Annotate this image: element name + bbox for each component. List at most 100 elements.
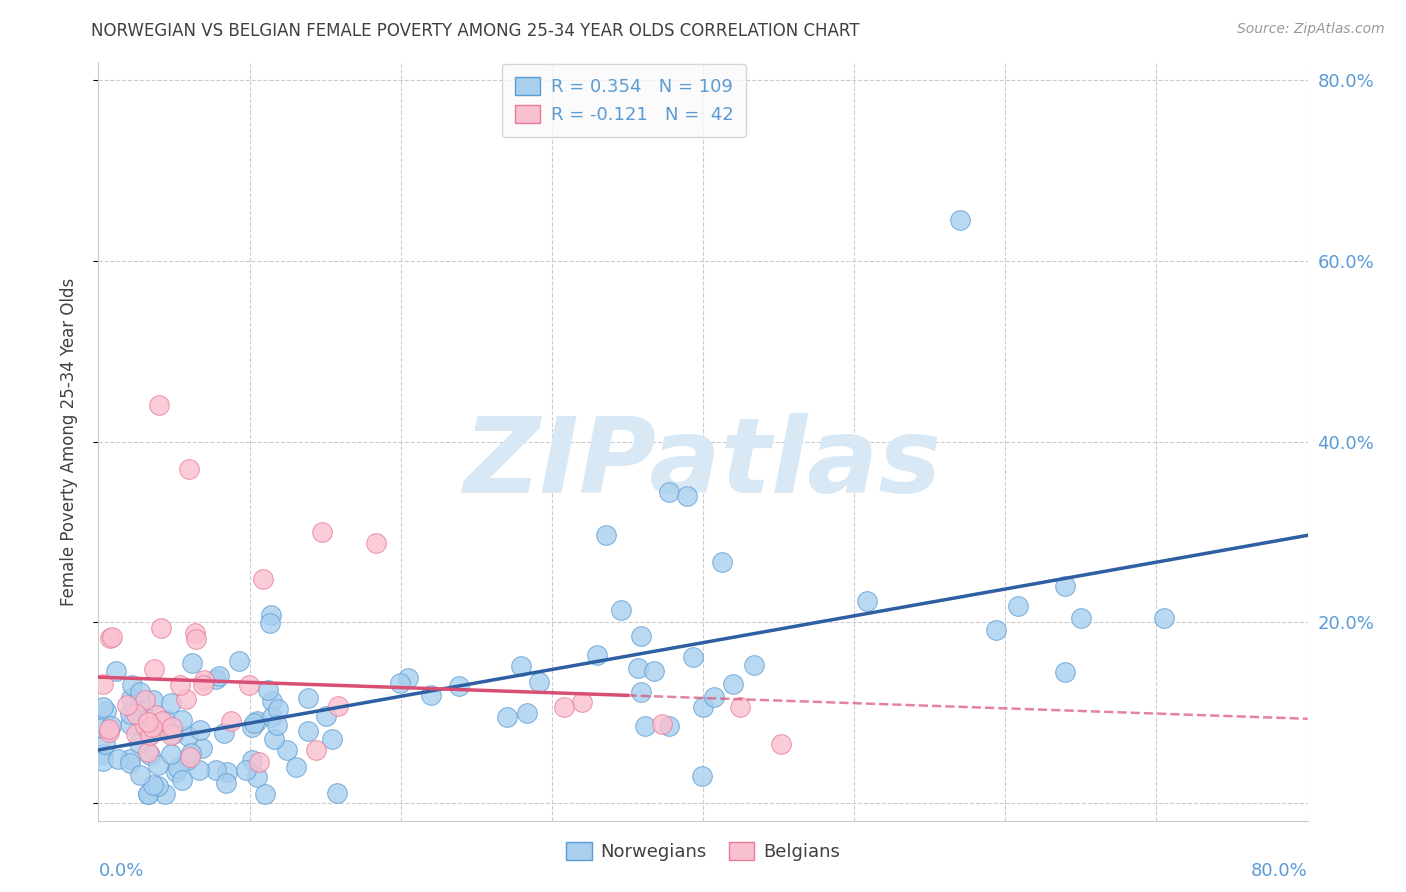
Point	[136, 787, 159, 801]
Point	[136, 787, 159, 801]
Legend: Norwegians, Belgians: Norwegians, Belgians	[560, 835, 846, 869]
Point	[328, 698, 350, 713]
Point	[1007, 599, 1029, 613]
Point	[949, 213, 972, 227]
Point	[257, 683, 280, 698]
Point	[91, 747, 114, 761]
Point	[252, 573, 274, 587]
Point	[176, 753, 198, 767]
Text: Source: ZipAtlas.com: Source: ZipAtlas.com	[1237, 22, 1385, 37]
Point	[235, 763, 257, 777]
Point	[125, 727, 148, 741]
Point	[160, 728, 183, 742]
Point	[247, 756, 270, 770]
Point	[204, 672, 226, 686]
Point	[1153, 611, 1175, 625]
Point	[238, 678, 260, 692]
Point	[246, 770, 269, 784]
Point	[150, 714, 173, 728]
Point	[118, 706, 141, 721]
Point	[129, 685, 152, 699]
Point	[138, 728, 160, 742]
Point	[420, 689, 443, 703]
Point	[159, 696, 181, 710]
Point	[228, 654, 250, 668]
Point	[311, 525, 333, 540]
Point	[159, 747, 181, 761]
Point	[174, 692, 197, 706]
Point	[120, 691, 142, 706]
Point	[690, 769, 713, 783]
Point	[134, 693, 156, 707]
Point	[516, 706, 538, 720]
Point	[149, 622, 172, 636]
Point	[509, 658, 531, 673]
Point	[634, 719, 657, 733]
Point	[155, 713, 177, 727]
Point	[984, 623, 1007, 637]
Point	[170, 713, 193, 727]
Point	[627, 661, 650, 675]
Point	[721, 677, 744, 691]
Point	[100, 631, 122, 645]
Point	[630, 685, 652, 699]
Point	[703, 690, 725, 704]
Point	[162, 727, 184, 741]
Text: ZIPatlas: ZIPatlas	[464, 413, 942, 516]
Point	[100, 719, 122, 733]
Point	[91, 677, 114, 691]
Point	[190, 740, 212, 755]
Point	[260, 607, 283, 622]
Point	[366, 535, 388, 549]
Point	[188, 763, 211, 777]
Point	[692, 700, 714, 714]
Point	[139, 747, 162, 762]
Point	[125, 707, 148, 722]
Point	[259, 615, 281, 630]
Point	[183, 626, 205, 640]
Point	[276, 743, 298, 757]
Point	[246, 714, 269, 728]
Point	[98, 722, 121, 736]
Point	[184, 632, 207, 646]
Point	[115, 698, 138, 712]
Point	[856, 594, 879, 608]
Point	[94, 737, 117, 751]
Point	[129, 693, 152, 707]
Point	[571, 695, 593, 709]
Point	[658, 484, 681, 499]
Point	[131, 709, 153, 723]
Point	[527, 674, 550, 689]
Point	[148, 399, 170, 413]
Point	[160, 720, 183, 734]
Point	[91, 721, 114, 735]
Point	[141, 720, 163, 734]
Point	[728, 700, 751, 714]
Point	[495, 710, 517, 724]
Point	[142, 662, 165, 676]
Point	[128, 736, 150, 750]
Point	[118, 716, 141, 731]
Point	[138, 746, 160, 760]
Point	[166, 764, 188, 779]
Point	[240, 720, 263, 734]
Point	[180, 746, 202, 760]
Point	[710, 555, 733, 569]
Point	[742, 658, 765, 673]
Point	[253, 787, 276, 801]
Point	[121, 678, 143, 692]
Point	[212, 726, 235, 740]
Point	[651, 716, 673, 731]
Point	[609, 603, 631, 617]
Point	[215, 764, 238, 779]
Point	[138, 715, 160, 730]
Point	[179, 750, 201, 764]
Point	[305, 743, 328, 757]
Point	[284, 760, 307, 774]
Point	[134, 719, 156, 733]
Point	[595, 528, 617, 542]
Point	[388, 676, 411, 690]
Point	[221, 714, 243, 729]
Point	[297, 723, 319, 738]
Point	[263, 731, 285, 746]
